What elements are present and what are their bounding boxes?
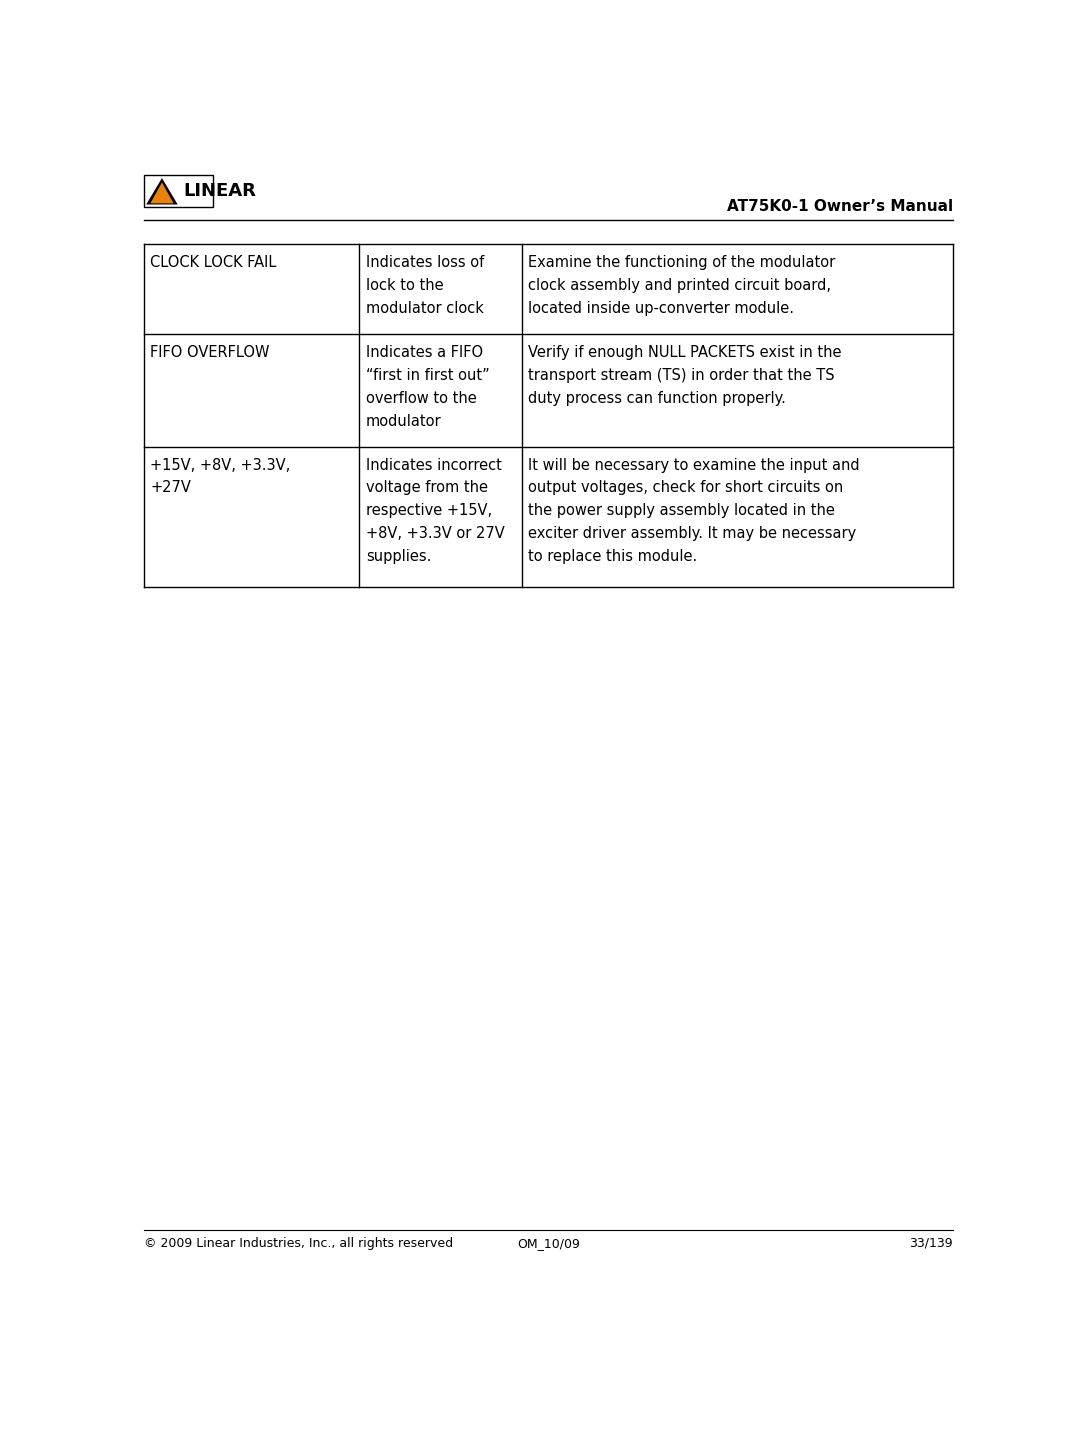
- Text: Indicates a FIFO
“first in first out”
overflow to the
modulator: Indicates a FIFO “first in first out” ov…: [366, 346, 490, 429]
- Text: FIFO OVERFLOW: FIFO OVERFLOW: [150, 346, 270, 360]
- Text: AT75K0-1 Owner’s Manual: AT75K0-1 Owner’s Manual: [727, 200, 953, 214]
- Text: CLOCK LOCK FAIL: CLOCK LOCK FAIL: [150, 256, 277, 270]
- Text: Indicates incorrect
voltage from the
respective +15V,
+8V, +3.3V or 27V
supplies: Indicates incorrect voltage from the res…: [366, 457, 505, 564]
- Polygon shape: [147, 179, 178, 204]
- Text: OM_10/09: OM_10/09: [517, 1236, 580, 1249]
- Polygon shape: [150, 183, 173, 203]
- Text: +15V, +8V, +3.3V,
+27V: +15V, +8V, +3.3V, +27V: [150, 457, 291, 496]
- Text: It will be necessary to examine the input and
output voltages, check for short c: It will be necessary to examine the inpu…: [529, 457, 860, 564]
- Text: LINEAR: LINEAR: [184, 183, 257, 200]
- Text: © 2009 Linear Industries, Inc., all rights reserved: © 2009 Linear Industries, Inc., all righ…: [143, 1236, 453, 1249]
- Text: 33/139: 33/139: [910, 1236, 953, 1249]
- Text: Verify if enough NULL PACKETS exist in the
transport stream (TS) in order that t: Verify if enough NULL PACKETS exist in t…: [529, 346, 842, 406]
- Text: Indicates loss of
lock to the
modulator clock: Indicates loss of lock to the modulator …: [366, 256, 485, 316]
- Text: Examine the functioning of the modulator
clock assembly and printed circuit boar: Examine the functioning of the modulator…: [529, 256, 836, 316]
